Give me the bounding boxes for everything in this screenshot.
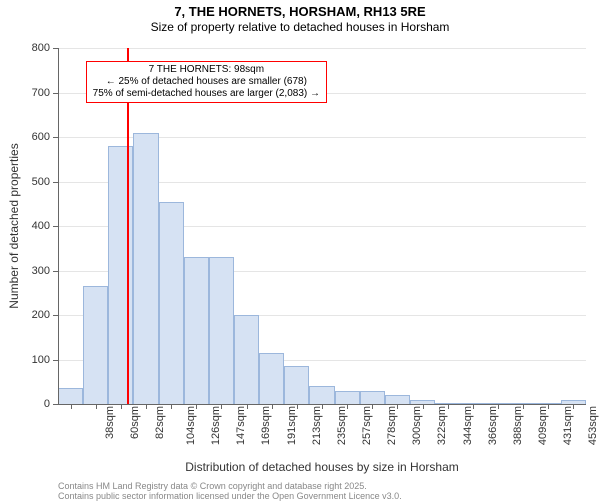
histogram-bar bbox=[335, 391, 360, 404]
histogram-bar bbox=[83, 286, 108, 404]
histogram-bar bbox=[58, 388, 83, 404]
histogram-bar bbox=[159, 202, 184, 404]
x-tick-label: 213sqm bbox=[311, 406, 323, 445]
annotation-line: 75% of semi-detached houses are larger (… bbox=[93, 88, 320, 100]
histogram-bar bbox=[209, 257, 234, 404]
y-tick-label: 700 bbox=[32, 87, 50, 99]
histogram-bar bbox=[184, 257, 209, 404]
histogram-bar bbox=[360, 391, 385, 404]
histogram-bar bbox=[234, 315, 259, 404]
x-tick-label: 278sqm bbox=[386, 406, 398, 445]
annotation-box: 7 THE HORNETS: 98sqm← 25% of detached ho… bbox=[86, 61, 327, 103]
footer-attribution: Contains HM Land Registry data © Crown c… bbox=[58, 482, 402, 502]
y-tick-label: 500 bbox=[32, 176, 50, 188]
histogram-bar bbox=[284, 366, 309, 404]
y-tick-label: 200 bbox=[32, 309, 50, 321]
x-tick-label: 191sqm bbox=[286, 406, 298, 445]
y-tick-label: 800 bbox=[32, 42, 50, 54]
x-tick-label: 169sqm bbox=[261, 406, 273, 445]
annotation-line: ← 25% of detached houses are smaller (67… bbox=[93, 76, 320, 88]
y-tick-label: 300 bbox=[32, 265, 50, 277]
x-tick-label: 344sqm bbox=[462, 406, 474, 445]
x-axis bbox=[58, 404, 586, 405]
x-tick-label: 235sqm bbox=[336, 406, 348, 445]
y-tick-label: 600 bbox=[32, 131, 50, 143]
footer-line-2: Contains public sector information licen… bbox=[58, 492, 402, 502]
x-tick-label: 147sqm bbox=[235, 406, 247, 445]
y-tick-label: 400 bbox=[32, 220, 50, 232]
plot-region: 010020030040050060070080038sqm60sqm82sqm… bbox=[58, 48, 586, 404]
x-tick-label: 60sqm bbox=[129, 406, 141, 439]
y-axis-label: Number of detached properties bbox=[7, 143, 21, 308]
histogram-bar bbox=[385, 395, 410, 404]
y-tick-label: 100 bbox=[32, 354, 50, 366]
y-axis bbox=[58, 48, 59, 404]
x-tick-label: 453sqm bbox=[587, 406, 599, 445]
x-tick-label: 322sqm bbox=[437, 406, 449, 445]
x-tick-label: 38sqm bbox=[104, 406, 116, 439]
x-tick-label: 257sqm bbox=[361, 406, 373, 445]
histogram-bar bbox=[108, 146, 133, 404]
histogram-bar bbox=[133, 133, 158, 404]
x-tick-label: 409sqm bbox=[537, 406, 549, 445]
chart-subtitle: Size of property relative to detached ho… bbox=[0, 20, 600, 34]
x-tick-label: 300sqm bbox=[411, 406, 423, 445]
x-tick-label: 82sqm bbox=[154, 406, 166, 439]
x-tick-label: 388sqm bbox=[512, 406, 524, 445]
histogram-bar bbox=[259, 353, 284, 404]
x-axis-label: Distribution of detached houses by size … bbox=[185, 460, 458, 474]
grid-line bbox=[58, 48, 586, 49]
x-tick-label: 104sqm bbox=[185, 406, 197, 445]
annotation-line: 7 THE HORNETS: 98sqm bbox=[93, 64, 320, 76]
chart-area: 010020030040050060070080038sqm60sqm82sqm… bbox=[58, 48, 586, 404]
y-tick-label: 0 bbox=[44, 398, 50, 410]
x-tick-label: 126sqm bbox=[210, 406, 222, 445]
chart-title: 7, THE HORNETS, HORSHAM, RH13 5RE bbox=[0, 4, 600, 20]
histogram-bar bbox=[309, 386, 334, 404]
x-tick-label: 366sqm bbox=[487, 406, 499, 445]
x-tick-label: 431sqm bbox=[562, 406, 574, 445]
